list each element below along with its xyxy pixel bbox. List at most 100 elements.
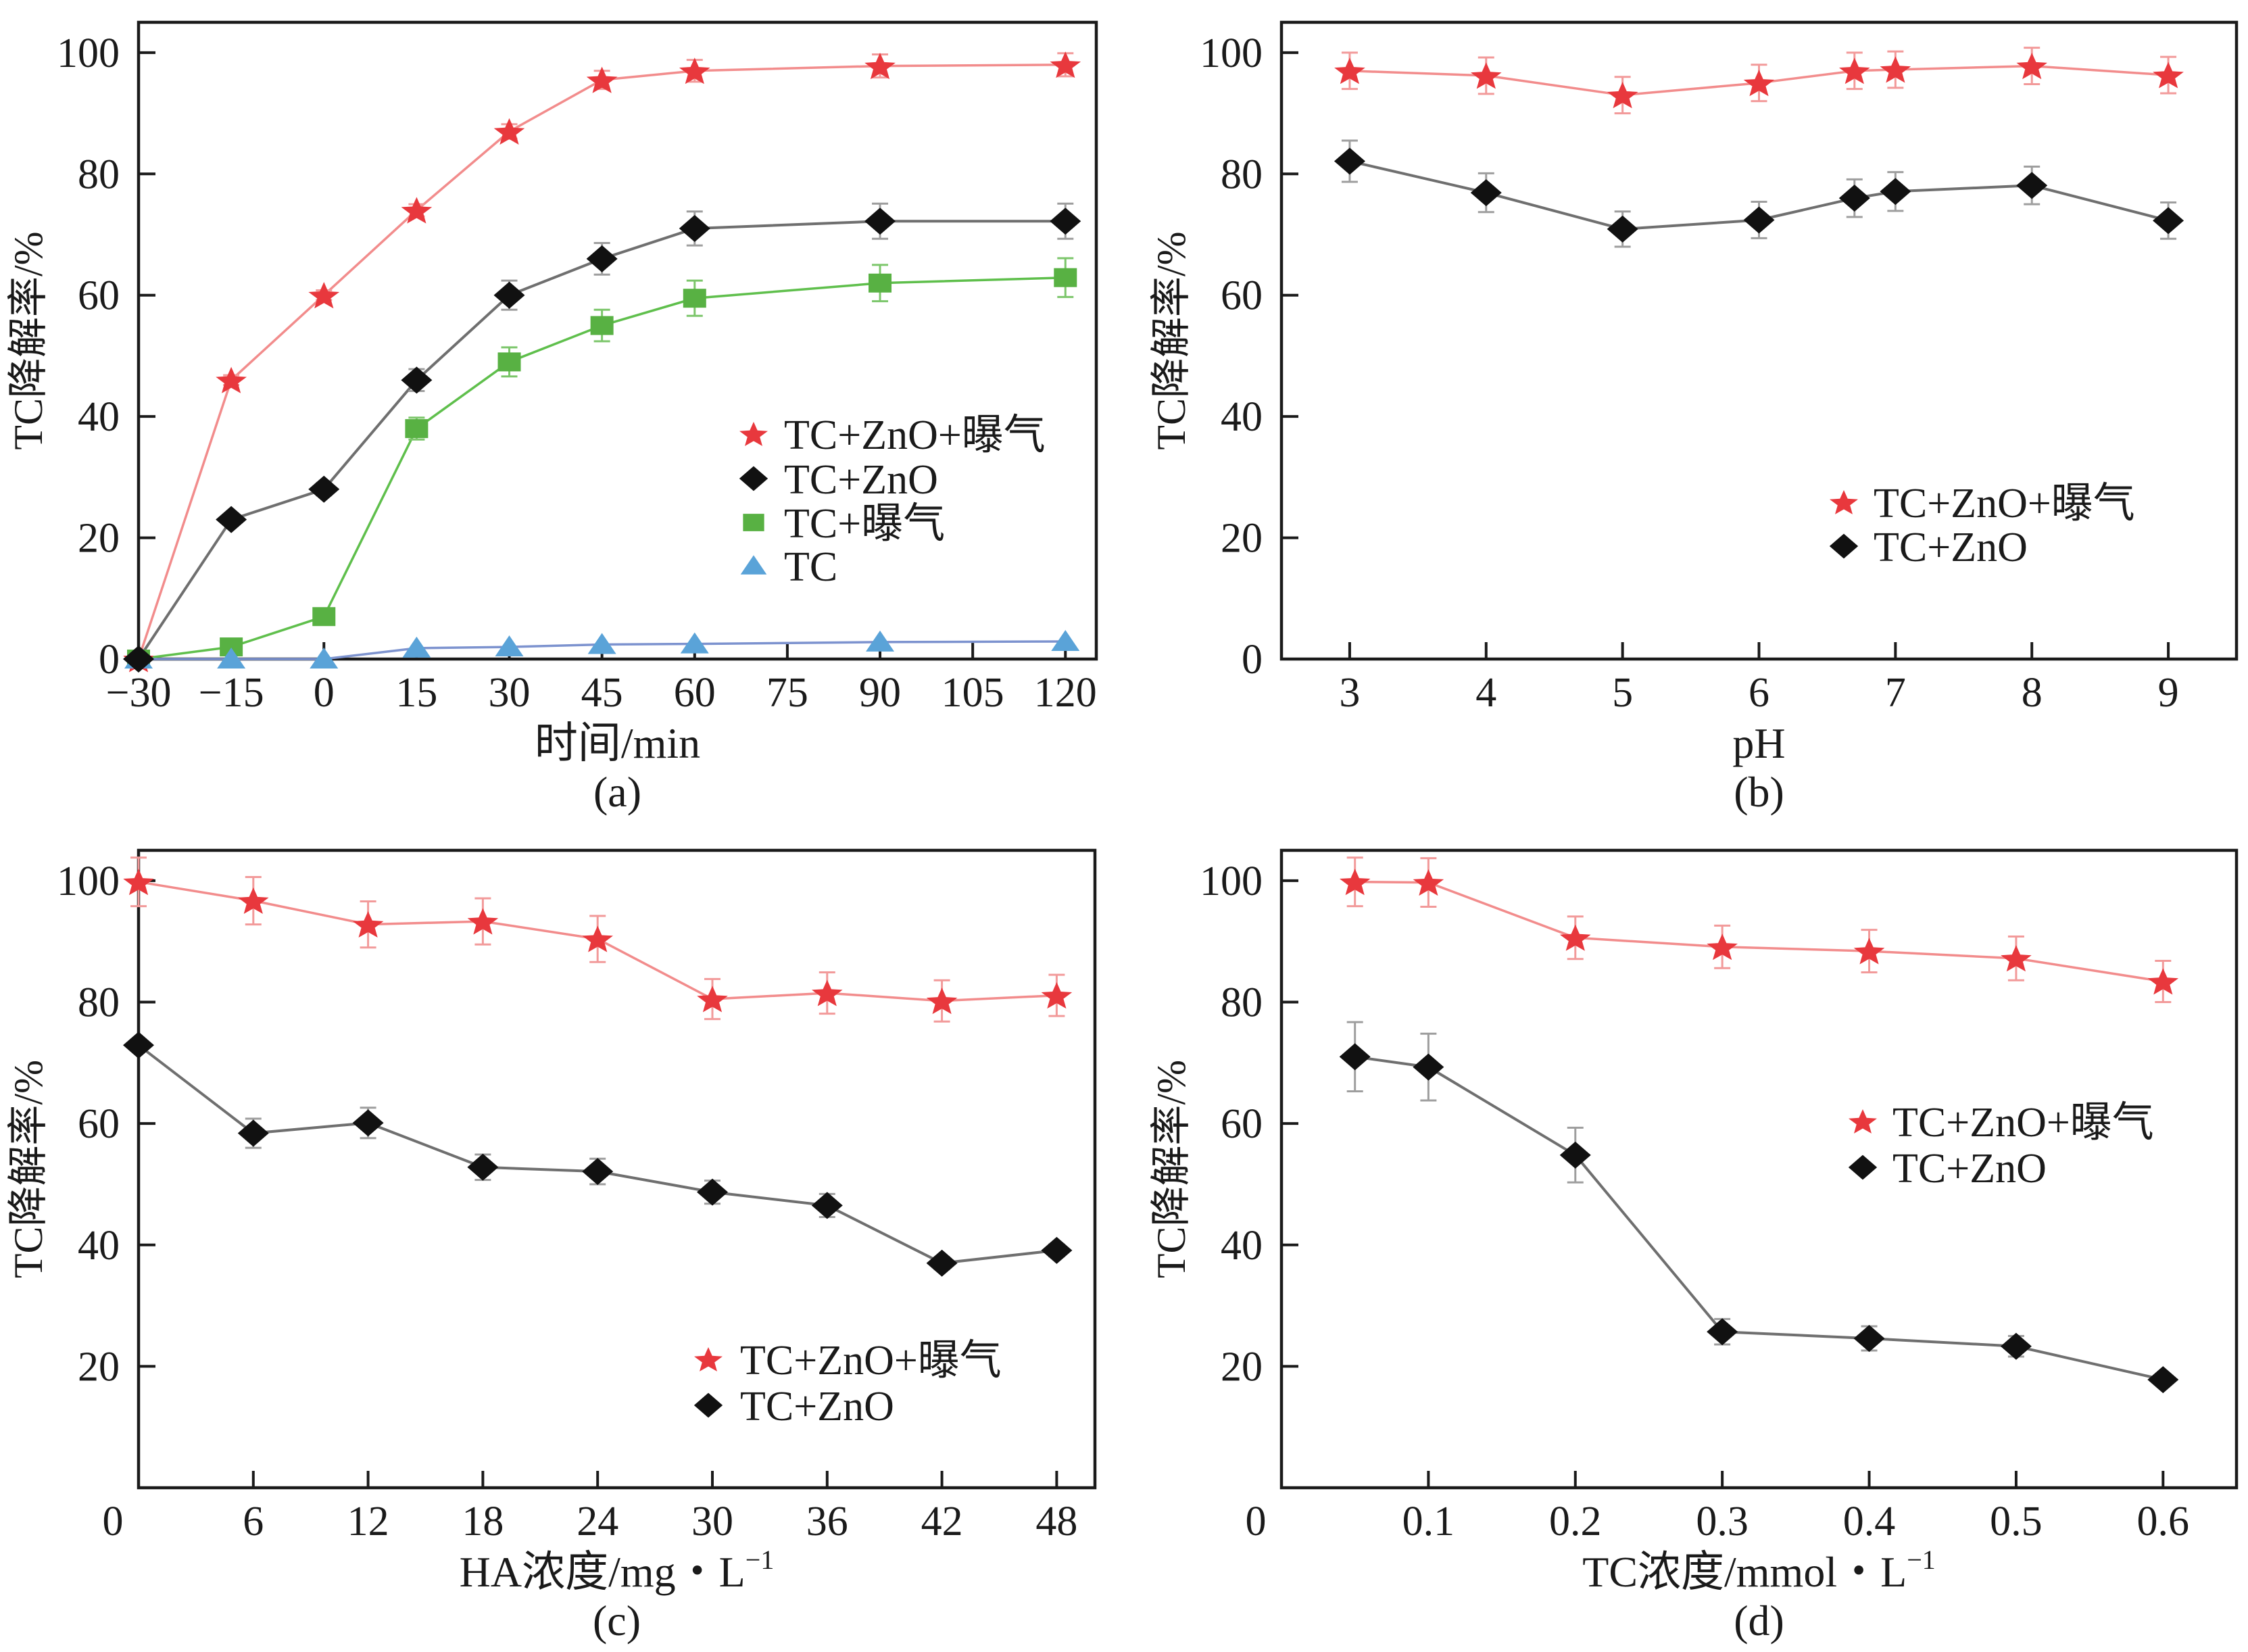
y-tick-label: 20 [1221, 1344, 1263, 1390]
x-tick-label: 0.2 [1549, 1499, 1602, 1545]
x-tick-label: 0.1 [1402, 1499, 1455, 1545]
y-tick-label: 100 [1200, 858, 1263, 904]
data-point-diamond [2016, 172, 2048, 199]
data-point-diamond [679, 215, 710, 243]
x-tick-label: 0 [103, 1499, 124, 1545]
plot-area [1339, 856, 2179, 1394]
legend-label: TC+ZnO [740, 1384, 894, 1430]
legend-label: TC+ZnO+曝气 [1892, 1100, 2154, 1146]
y-tick-label: 20 [78, 516, 120, 562]
data-point-diamond [1707, 1318, 1738, 1346]
x-axis-title-superscript: −1 [746, 1545, 775, 1575]
data-point-star [2147, 968, 2179, 995]
series-lines [137, 64, 1067, 660]
x-tick-label: 0.4 [1843, 1499, 1896, 1545]
data-point-diamond [1413, 1053, 1444, 1081]
data-point-diamond [308, 475, 340, 503]
data-point-star [864, 53, 896, 80]
data-point-diamond [2147, 1366, 2179, 1394]
data-point-diamond [811, 1192, 843, 1219]
data-point-diamond [1559, 1141, 1591, 1169]
data-point-square [869, 273, 892, 293]
panel-label: (b) [1734, 768, 1784, 816]
legend-label: TC+ZnO [1892, 1146, 2047, 1192]
data-point-diamond [586, 245, 618, 272]
x-tick-label: 36 [806, 1499, 848, 1545]
x-tick-label: 0.3 [1696, 1499, 1749, 1545]
x-axis-title-text: pH [1732, 719, 1785, 767]
x-tick-label: 0.6 [2137, 1499, 2190, 1545]
x-tick-label: 9 [2158, 670, 2179, 716]
x-tick-label: 12 [347, 1499, 389, 1545]
x-axis-title-superscript: −1 [1907, 1545, 1936, 1575]
panel-a: 0 20 40 60 80 100 −30 −15 0 15 30 45 60 75 90 105 120 时间/… [6, 20, 1098, 816]
data-point-star [401, 197, 433, 224]
y-tick-label: 40 [1221, 394, 1263, 440]
y-tick-label: 100 [57, 30, 120, 76]
plot-frame [1279, 848, 2239, 1490]
x-tick-label: 6 [1749, 670, 1769, 716]
legend-item: TC+ZnO+曝气 [694, 1338, 1002, 1384]
data-point-triangle [587, 633, 616, 654]
legend-label: TC [784, 544, 837, 590]
x-tick-label: 0.5 [1990, 1499, 2043, 1545]
data-point-triangle [310, 648, 339, 669]
x-axis-title: 时间/min [535, 719, 700, 767]
y-tick-label: 60 [78, 1101, 120, 1147]
data-point-diamond [1607, 215, 1638, 243]
data-point-square [1054, 268, 1077, 287]
data-point-triangle [402, 636, 431, 658]
data-point-diamond [1050, 208, 1081, 235]
data-points [123, 51, 1081, 673]
data-points [123, 869, 1073, 1277]
data-point-star [2016, 53, 2047, 80]
data-point-star [1607, 82, 1638, 109]
data-point-square [405, 419, 429, 439]
data-point-diamond [1339, 1043, 1371, 1071]
x-tick-label: 24 [577, 1499, 618, 1545]
data-point-star [1041, 982, 1073, 1009]
y-tick-label: 80 [1221, 980, 1263, 1026]
legend-item: TC+ZnO [1829, 525, 2028, 570]
data-point-diamond [1880, 178, 1911, 205]
data-point-triangle [866, 630, 895, 652]
data-point-star [582, 925, 613, 952]
data-point-diamond [1334, 147, 1365, 175]
legend-item: TC+ZnO+曝气 [1830, 481, 2135, 527]
series-line-diamond [137, 1044, 1058, 1265]
data-point-star [352, 911, 384, 938]
data-point-star [697, 986, 728, 1013]
x-tick-label: 105 [942, 670, 1004, 716]
x-tick-label: 6 [243, 1499, 264, 1545]
y-axis-title: TC降解率/% [1149, 1060, 1194, 1278]
y-tick-label: 60 [1221, 273, 1263, 319]
data-point-star [1853, 938, 1885, 965]
x-tick-label: 5 [1612, 670, 1633, 716]
star-marker-icon [1830, 490, 1858, 514]
y-tick-label: 100 [1200, 30, 1263, 76]
data-point-star [308, 282, 340, 309]
data-point-star [493, 118, 525, 145]
y-tick-label: 0 [99, 637, 120, 683]
data-point-diamond [1743, 206, 1775, 234]
data-point-triangle [217, 648, 246, 669]
data-point-diamond [467, 1153, 499, 1181]
diamond-marker-icon [1829, 533, 1859, 559]
x-axis-title: HA浓度/mg・L−1 [460, 1545, 775, 1596]
series-lines [1348, 64, 2170, 230]
data-point-diamond [1041, 1236, 1073, 1264]
data-point-diamond [401, 366, 433, 394]
data-point-square [312, 607, 336, 627]
plot-frame [1279, 20, 2239, 661]
plot-frame [137, 20, 1098, 661]
data-point-star [238, 887, 269, 914]
x-tick-label: 0 [314, 670, 335, 716]
data-point-diamond [123, 1031, 154, 1059]
data-point-star [2153, 62, 2184, 89]
x-tick-label: 3 [1339, 670, 1360, 716]
y-axis: 0 20 40 60 80 100 [1200, 30, 1298, 683]
y-axis: 0 20 40 60 80 100 [57, 30, 155, 683]
